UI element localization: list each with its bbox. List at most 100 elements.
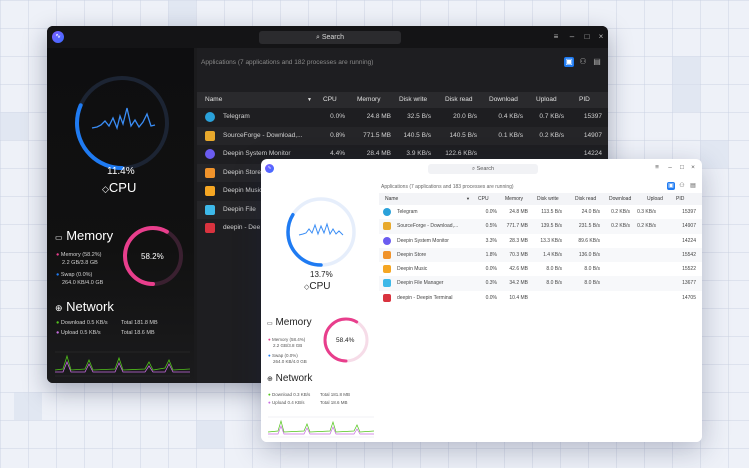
title-bar: ∿ ⌕ Search ≡ – □ × xyxy=(47,26,608,48)
terminal-icon xyxy=(205,223,215,233)
table-row[interactable]: Telegram 0.0% 24.8 MB 32.5 B/s 20.0 B/s 0.4 K… xyxy=(197,108,608,127)
download-cell: 0.1 KB/s xyxy=(498,131,523,139)
cpu-percent: 11.4% xyxy=(107,166,135,177)
close-icon[interactable]: × xyxy=(691,164,695,171)
disk-read-cell: 89.6 KB/s xyxy=(578,237,600,244)
table-row[interactable]: SourceForge - Download,... 0.5% 771.7 MB 13… xyxy=(379,219,702,234)
network-title: ⊕ Network xyxy=(55,299,114,314)
menu-icon[interactable]: ≡ xyxy=(655,164,659,171)
disk-write-cell: 140.5 B/s xyxy=(403,131,431,139)
upload-cell: 0.7 KB/s xyxy=(539,113,564,120)
memory-cell: 24.8 MB xyxy=(509,209,528,215)
column-cpu[interactable]: CPU xyxy=(478,196,489,202)
app-logo-icon: ∿ xyxy=(265,164,274,173)
memory-chip-icon: ▭ xyxy=(55,233,63,242)
search-box[interactable]: ⌕ Search xyxy=(428,164,538,174)
cpu-gauge xyxy=(286,197,356,267)
process-name: deepin - Deepin Terminal xyxy=(397,294,453,301)
maximize-icon[interactable]: □ xyxy=(584,32,590,41)
service-view-icon[interactable]: ▤ xyxy=(690,183,696,189)
swap-usage-line: ● Swap (0.0%) 264.0 KB/4.0 GB xyxy=(56,272,104,286)
column-download[interactable]: Download xyxy=(489,96,518,103)
disk-read-cell: 136.0 B/s xyxy=(578,251,600,258)
background-tile xyxy=(672,56,700,112)
search-box[interactable]: ⌕ Search xyxy=(259,31,401,44)
table-row[interactable]: deepin - Deepin Terminal 0.0% 10.4 MB 14705 xyxy=(379,291,702,305)
pid-cell: 15522 xyxy=(682,266,696,273)
pid-cell: 14224 xyxy=(682,237,696,244)
disk-write-cell: 32.5 B/s xyxy=(407,113,431,120)
process-summary: Applications (7 applications and 183 pro… xyxy=(381,184,514,190)
disk-read-cell: 8.0 B/s xyxy=(584,266,600,273)
column-upload[interactable]: Upload xyxy=(647,196,663,202)
memory-title: ▭ Memory xyxy=(267,317,312,328)
cpu-cell: 0.0% xyxy=(485,266,497,273)
column-sort-icon[interactable]: ▼ xyxy=(466,196,470,201)
download-cell: 0.2 KB/s xyxy=(611,209,630,215)
column-download[interactable]: Download xyxy=(609,196,632,202)
process-summary: Applications (7 applications and 182 pro… xyxy=(201,59,374,66)
table-row[interactable]: Deepin Music xyxy=(197,182,608,201)
download-cell: 0.4 KB/s xyxy=(498,113,523,120)
column-disk-write[interactable]: Disk write xyxy=(399,96,428,103)
column-disk-read[interactable]: Disk read xyxy=(575,196,597,202)
cpu-sparkline xyxy=(91,107,156,131)
background-tile xyxy=(168,0,196,28)
globe-icon: ⊕ xyxy=(267,376,273,383)
disk-write-cell: 8.0 B/s xyxy=(546,280,562,287)
memory-gauge xyxy=(123,226,183,286)
cpu-cell: 3.3% xyxy=(485,237,497,244)
column-name[interactable]: Name xyxy=(205,96,223,103)
applications-view-icon[interactable]: ▣ xyxy=(564,57,574,67)
process-name: deepin - Dee xyxy=(223,224,261,231)
column-disk-read[interactable]: Disk read xyxy=(445,96,473,103)
close-icon[interactable]: × xyxy=(598,32,604,41)
table-row[interactable]: deepin - Dee xyxy=(197,219,608,238)
column-cpu[interactable]: CPU xyxy=(323,96,337,103)
table-row[interactable]: Deepin Store 1.8% 70.3 MB 1.4 KB/s 136.0 B/s… xyxy=(379,247,702,263)
column-pid[interactable]: PID xyxy=(676,196,685,202)
sidebar: 13.7% ◇CPU ▭ Memory 58.4% ● Memory (58.4… xyxy=(261,179,377,442)
table-row[interactable]: Deepin File Manager 0.3% 34.2 MB 8.0 B/s 8.0… xyxy=(379,276,702,291)
cpu-chip-icon: ◇ xyxy=(304,284,310,291)
memory-cell: 70.3 MB xyxy=(509,251,528,258)
memory-percent: 58.4% xyxy=(336,337,355,344)
memory-percent: 58.2% xyxy=(141,252,164,261)
pid-cell: 13677 xyxy=(682,280,696,287)
cpu-cell: 0.8% xyxy=(330,131,345,139)
applications-view-icon[interactable]: ▣ xyxy=(667,182,675,190)
table-row[interactable]: Telegram 0.0% 24.8 MB 113.5 B/s 24.0 B/s 0.2 … xyxy=(379,205,702,219)
memory-gauge xyxy=(323,317,369,363)
column-memory[interactable]: Memory xyxy=(505,196,524,202)
upload-cell: 0.2 KB/s xyxy=(637,223,656,230)
user-view-icon[interactable]: ⚇ xyxy=(579,57,587,66)
store-icon xyxy=(383,250,391,259)
table-row[interactable]: Deepin Music 0.0% 42.6 MB 8.0 B/s 8.0 B/s 155… xyxy=(379,262,702,276)
column-name[interactable]: Name xyxy=(385,196,399,202)
column-upload[interactable]: Upload xyxy=(536,96,557,103)
pid-cell: 14224 xyxy=(583,150,602,157)
user-view-icon[interactable]: ⚇ xyxy=(679,183,685,189)
pid-cell: 14705 xyxy=(682,294,696,301)
maximize-icon[interactable]: □ xyxy=(680,164,684,171)
table-row[interactable]: Deepin System Monitor 3.3% 28.3 MB 13.3 KB/… xyxy=(379,234,702,248)
app-logo-icon: ∿ xyxy=(52,31,64,43)
column-disk-write[interactable]: Disk write xyxy=(537,196,559,202)
memory-usage-line: ● Memory (58.4%) 2.2 GB/3.8 GB xyxy=(268,337,306,348)
column-sort-icon[interactable]: ▼ xyxy=(307,97,312,103)
cpu-cell: 0.5% xyxy=(485,223,497,230)
music-icon xyxy=(205,186,215,196)
column-pid[interactable]: PID xyxy=(579,96,590,103)
minimize-icon[interactable]: – xyxy=(569,32,575,41)
pid-cell: 14907 xyxy=(583,131,602,139)
menu-icon[interactable]: ≡ xyxy=(553,32,559,41)
service-view-icon[interactable]: ▤ xyxy=(593,57,601,66)
table-row[interactable]: Deepin System Monitor 4.4% 28.4 MB 3.9 KB/s… xyxy=(197,145,608,164)
table-row[interactable]: SourceForge - Download,... 0.8% 771.5 MB 14… xyxy=(197,126,608,145)
disk-read-cell: 8.0 B/s xyxy=(584,280,600,287)
memory-cell: 24.8 MB xyxy=(366,113,391,120)
minimize-icon[interactable]: – xyxy=(668,164,672,171)
memory-cell: 42.6 MB xyxy=(509,266,528,273)
column-memory[interactable]: Memory xyxy=(357,96,381,103)
disk-write-cell: 1.4 KB/s xyxy=(543,251,562,258)
